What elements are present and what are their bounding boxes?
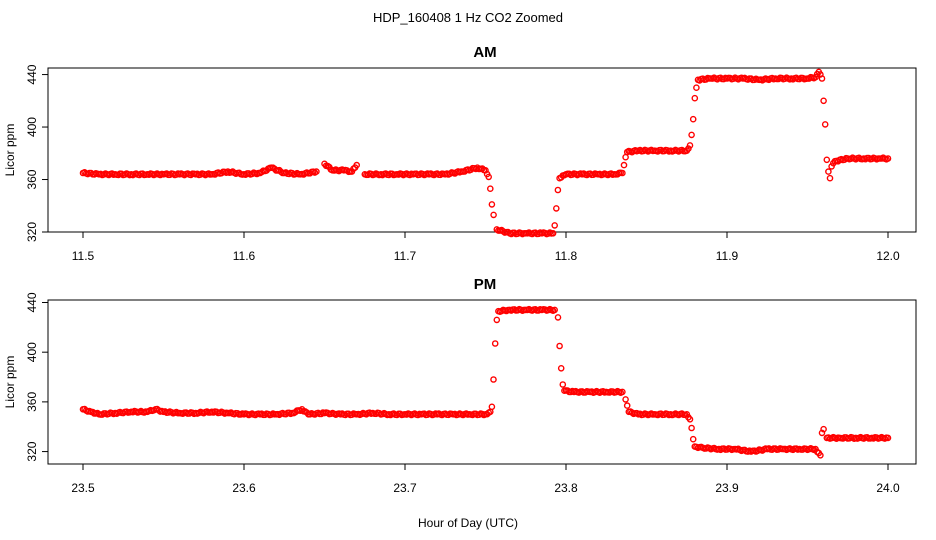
- panel-pm-point: [556, 342, 563, 350]
- panel-am-point: [620, 161, 628, 169]
- panel-am-xtick-label: 11.7: [394, 249, 417, 263]
- panel-pm-xaxis: 23.5 23.6 23.7 23.8 23.9 24.0: [71, 464, 900, 495]
- panel-pm-point: [689, 435, 697, 443]
- panel-pm-point: [491, 340, 499, 347]
- panel-am-xtick-label: 11.5: [72, 249, 95, 263]
- panel-am-point: [619, 169, 626, 177]
- panel-am: AM Licor ppm 11.5 11.6 11.7 11.8 11.9 12.0 32…: [3, 44, 917, 263]
- panel-am-point: [828, 163, 835, 170]
- panel-am-title: AM: [473, 44, 496, 61]
- panel-pm-point: [551, 306, 559, 314]
- panel-am-point: [685, 145, 692, 152]
- panel-pm-xtick-label: 23.6: [232, 481, 256, 495]
- panel-am-point: [823, 156, 831, 164]
- panel-pm-point: [554, 314, 562, 321]
- panel-am-xtick-label: 11.8: [555, 249, 578, 263]
- panel-pm-point: [557, 364, 565, 372]
- panel-am-point: [313, 168, 320, 175]
- panel-am-series: [79, 68, 892, 238]
- panel-pm-point: [688, 424, 695, 432]
- panel-pm-ytick-label: 320: [25, 441, 39, 461]
- panel-am-ylabel: Licor ppm: [3, 124, 17, 177]
- panel-am-point: [825, 168, 832, 175]
- panel-pm-point: [884, 434, 892, 442]
- panel-am-point: [820, 97, 827, 105]
- panel-am-point: [488, 201, 496, 208]
- panel-am-ytick-label: 360: [25, 169, 39, 189]
- figure-title: HDP_160408 1 Hz CO2 Zoomed: [373, 10, 563, 25]
- panel-pm-ytick-label: 360: [25, 392, 39, 412]
- panel-am-point: [826, 174, 834, 182]
- panel-am-point: [485, 173, 493, 181]
- panel-am-plot-frame: [47, 67, 917, 233]
- panel-am-yaxis: 320 360 400 440: [25, 64, 48, 242]
- panel-pm-plot-frame: [47, 299, 917, 465]
- panel-pm-ytick-label: 400: [25, 342, 39, 362]
- panel-pm-ytick-label: 440: [25, 292, 39, 312]
- panel-am-point: [486, 185, 494, 192]
- panel-am-ytick-label: 320: [25, 222, 39, 242]
- panel-am-point: [622, 153, 629, 161]
- panel-pm-point: [619, 388, 626, 396]
- panel-pm-ylabel: Licor ppm: [3, 356, 17, 409]
- panel-am-point: [554, 186, 562, 194]
- panel-am-ytick-label: 400: [25, 117, 39, 137]
- panel-pm-series: [79, 305, 892, 459]
- panel-am-point: [884, 155, 892, 162]
- panel-am-point: [482, 166, 489, 174]
- panel-pm-point: [820, 425, 827, 433]
- panel-am-xtick-label: 11.6: [233, 249, 256, 263]
- panel-am-xtick-label: 12.0: [876, 249, 900, 263]
- panel-pm-point: [818, 429, 826, 437]
- panel-am-point: [818, 75, 826, 82]
- panel-am-point: [821, 121, 829, 128]
- panel-pm-yaxis: 320 360 400 440: [25, 292, 48, 462]
- figure-xlabel: Hour of Day (UTC): [418, 516, 518, 530]
- panel-pm-point: [623, 402, 631, 409]
- panel-am-point: [549, 229, 557, 237]
- panel-pm-point: [559, 381, 567, 388]
- panel-am-point: [353, 161, 361, 169]
- panel-am-point: [551, 222, 559, 229]
- panel-am-xtick-label: 11.9: [716, 249, 739, 263]
- panel-am-ytick-label: 440: [25, 64, 39, 84]
- panel-pm-point: [622, 396, 629, 403]
- panel-am-point: [689, 115, 697, 123]
- panel-pm: PM Licor ppm 23.5 23.6 23.7 23.8 23.9 24.0 32…: [3, 276, 917, 495]
- panel-pm-xtick-label: 24.0: [876, 481, 900, 495]
- panel-pm-xtick-label: 23.8: [554, 481, 578, 495]
- panel-am-point: [691, 94, 699, 102]
- panel-pm-xtick-label: 23.7: [393, 481, 417, 495]
- panel-pm-xtick-label: 23.5: [71, 481, 95, 495]
- panel-am-point: [553, 205, 560, 212]
- panel-am-xaxis: 11.5 11.6 11.7 11.8 11.9 12.0: [72, 232, 900, 263]
- panel-am-point: [490, 211, 497, 219]
- panel-pm-xtick-label: 23.9: [715, 481, 739, 495]
- panel-am-point: [686, 142, 694, 149]
- panel-pm-point: [488, 403, 496, 411]
- panel-am-point: [693, 84, 700, 91]
- panel-pm-point: [490, 376, 497, 383]
- panel-am-point: [688, 131, 695, 139]
- panel-pm-point: [493, 316, 501, 324]
- panel-pm-title: PM: [474, 276, 497, 293]
- panel-pm-point: [686, 415, 694, 423]
- panel-pm-point: [817, 451, 824, 459]
